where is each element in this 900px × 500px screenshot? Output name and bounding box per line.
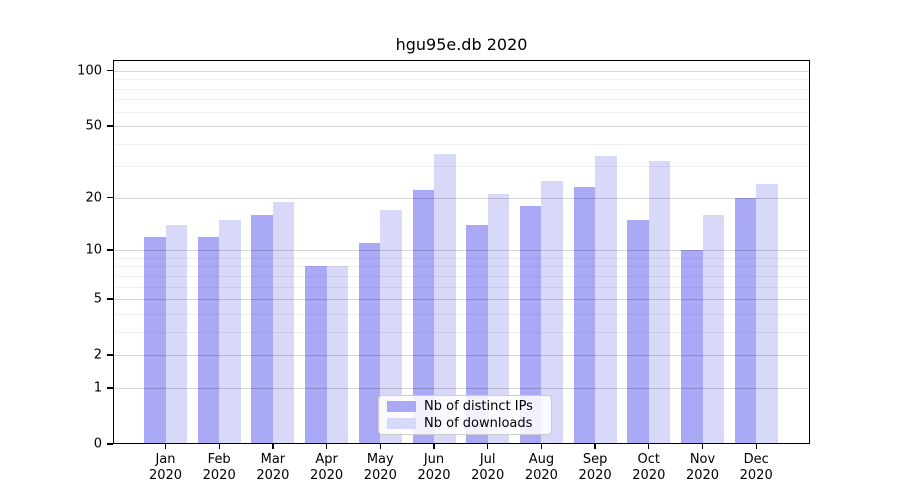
x-tick-label-sep: Sep 2020 [578,452,612,483]
x-tick [218,444,220,449]
x-tick-label-mar: Mar 2020 [256,452,290,483]
bar-downloads-sep [595,156,617,444]
x-tick-label-oct: Oct 2020 [632,452,666,483]
bar-downloads-oct [648,161,671,444]
bar-ips-jul [466,225,488,444]
bar-ips-aug [519,205,542,444]
bar-downloads-aug [541,180,563,444]
x-tick-label-feb: Feb 2020 [202,452,236,483]
minor-gridline [113,111,810,113]
major-gridline [113,70,810,72]
y-tick-label: 5 [93,291,102,307]
minor-gridline [113,88,810,90]
legend-label-downloads: Nb of downloads [424,416,533,431]
legend: Nb of distinct IPs Nb of downloads [378,395,552,435]
x-tick-label-jan: Jan 2020 [148,452,183,483]
x-tick-label-apr: Apr 2020 [310,452,344,483]
y-tick-label: 0 [93,436,102,452]
y-tick-label: 20 [85,190,102,206]
bar-ips-jun [412,190,434,444]
legend-swatch-downloads [387,418,416,429]
major-gridline [113,355,810,357]
minor-gridline [113,99,810,101]
bar-downloads-jan [165,225,187,444]
bar-ips-nov [681,250,703,444]
x-tick [433,444,435,449]
minor-gridline [113,331,810,333]
minor-gridline [113,166,810,168]
x-tick [487,444,489,449]
x-tick [164,444,167,449]
x-tick [594,444,596,449]
bar-ips-apr [305,266,327,444]
major-gridline [113,250,810,252]
bar-downloads-mar [272,201,295,444]
major-gridline [113,126,810,128]
bar-ips-oct [627,219,649,444]
minor-gridline [113,313,810,315]
major-gridline [113,387,810,389]
minor-gridline [113,275,810,277]
bar-downloads-jul [487,194,510,444]
y-tick-label: 50 [85,118,102,134]
y-tick-label: 2 [93,347,102,363]
minor-gridline [113,257,810,259]
x-tick [379,444,381,449]
x-tick-label-jul: Jul 2020 [471,452,505,483]
x-tick [540,444,543,449]
bar-downloads-nov [702,214,724,444]
bar-ips-feb [197,236,220,444]
bar-downloads-feb [219,219,241,444]
major-gridline [113,197,810,199]
x-tick [648,444,650,449]
y-tick-label: 1 [93,380,102,396]
bar-ips-may [358,243,381,444]
legend-swatch-distinct-ips [387,401,416,412]
bar-ips-dec [734,197,757,444]
bar-downloads-jun [434,154,456,444]
x-tick [272,444,274,449]
minor-gridline [113,286,810,288]
bar-downloads-may [380,210,402,444]
bar-ips-jan [144,236,166,444]
x-tick-label-jun: Jun 2020 [417,452,451,483]
legend-item-distinct-ips: Nb of distinct IPs [379,398,551,415]
x-tick-label-aug: Aug 2020 [524,452,558,483]
bar-ips-sep [573,187,596,444]
y-tick-label: 10 [85,242,102,258]
x-tick [755,444,757,449]
x-tick-label-may: May 2020 [363,452,397,483]
minor-gridline [113,266,810,268]
y-tick-label: 100 [77,63,102,79]
minor-gridline [113,143,810,145]
x-tick [325,444,328,449]
bar-downloads-apr [326,266,349,444]
chart-title: hgu95e.db 2020 [395,35,528,54]
bar-downloads-dec [756,183,778,444]
major-gridline [113,299,810,301]
x-tick-label-dec: Dec 2020 [739,452,773,483]
legend-item-downloads: Nb of downloads [379,415,551,432]
bar-ips-mar [251,214,273,444]
x-tick [701,444,704,449]
plot-area [113,60,810,444]
x-tick-label-nov: Nov 2020 [685,452,720,483]
legend-label-distinct-ips: Nb of distinct IPs [424,399,533,414]
minor-gridline [113,79,810,81]
